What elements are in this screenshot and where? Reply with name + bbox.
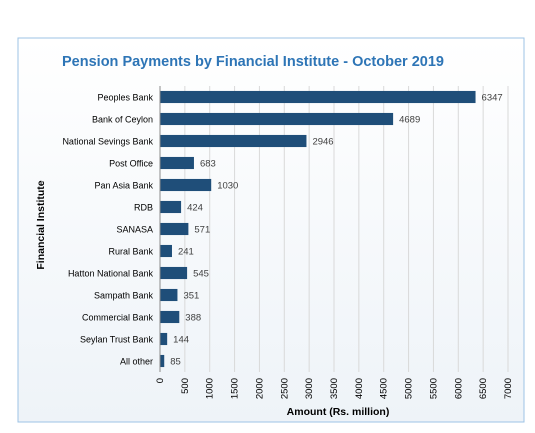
- data-label: 2946: [312, 137, 333, 148]
- data-label: 144: [173, 335, 189, 346]
- category-label: Bank of Ceylon: [92, 115, 153, 125]
- data-label: 4689: [399, 115, 420, 126]
- bar: [160, 112, 394, 126]
- x-tick-label: 7000: [503, 378, 514, 399]
- bars: [160, 90, 476, 368]
- bar: [160, 222, 189, 236]
- bar: [160, 178, 212, 192]
- x-tick-label: 5000: [404, 378, 415, 399]
- bar: [160, 134, 307, 148]
- category-label: Pan Asia Bank: [94, 181, 153, 191]
- bar: [160, 90, 476, 104]
- data-label: 571: [194, 225, 210, 236]
- category-labels: Peoples Bank Bank of Ceylon National Sevin…: [62, 93, 153, 367]
- bar: [160, 266, 188, 280]
- category-label: Rural Bank: [108, 247, 153, 257]
- x-tick-label: 500: [180, 378, 191, 394]
- x-tick-label: 2000: [254, 378, 265, 399]
- x-tick-label: 0: [155, 378, 166, 383]
- data-label: 241: [178, 247, 194, 258]
- x-tick-label: 6500: [478, 378, 489, 399]
- category-label: All other: [120, 357, 153, 367]
- bar: [160, 354, 165, 368]
- x-tick-label: 4000: [354, 378, 365, 399]
- category-label: RDB: [134, 203, 153, 213]
- x-tick-label: 2500: [279, 378, 290, 399]
- category-label: SANASA: [116, 225, 153, 235]
- x-tick-label: 5500: [428, 378, 439, 399]
- bar: [160, 288, 178, 302]
- data-label: 683: [200, 159, 216, 170]
- data-label: 6347: [482, 93, 503, 104]
- data-label: 545: [193, 269, 209, 280]
- category-label: Commercial Bank: [82, 313, 154, 323]
- bar: [160, 332, 168, 346]
- category-label: National Sevings Bank: [62, 137, 153, 147]
- bar: [160, 200, 182, 214]
- y-axis-label: Financial Institute: [35, 180, 47, 269]
- x-tick-label: 1000: [205, 378, 216, 399]
- data-label: 424: [187, 203, 203, 214]
- x-axis-label: Amount (Rs. million): [287, 406, 390, 418]
- data-label: 351: [183, 291, 199, 302]
- bar: [160, 310, 180, 324]
- bar: [160, 156, 194, 170]
- data-label: 85: [170, 357, 181, 368]
- x-tick-labels: 0 500 1000 1500 2000 2500 3000 3500 4000 4500 5000…: [155, 378, 514, 399]
- category-label: Seylan Trust Bank: [80, 335, 154, 345]
- x-tick-label: 1500: [230, 378, 241, 399]
- x-tick-label: 3500: [329, 378, 340, 399]
- x-tick-label: 6000: [453, 378, 464, 399]
- bar: [160, 244, 172, 258]
- chart-title: Pension Payments by Financial Institute …: [62, 54, 444, 70]
- category-label: Hatton National Bank: [68, 269, 154, 279]
- data-label: 1030: [217, 181, 238, 192]
- x-tick-label: 3000: [304, 378, 315, 399]
- category-label: Post Office: [109, 159, 153, 169]
- x-tick-label: 4500: [379, 378, 390, 399]
- category-label: Sampath Bank: [94, 291, 154, 301]
- data-label: 388: [185, 313, 201, 324]
- category-label: Peoples Bank: [97, 93, 153, 103]
